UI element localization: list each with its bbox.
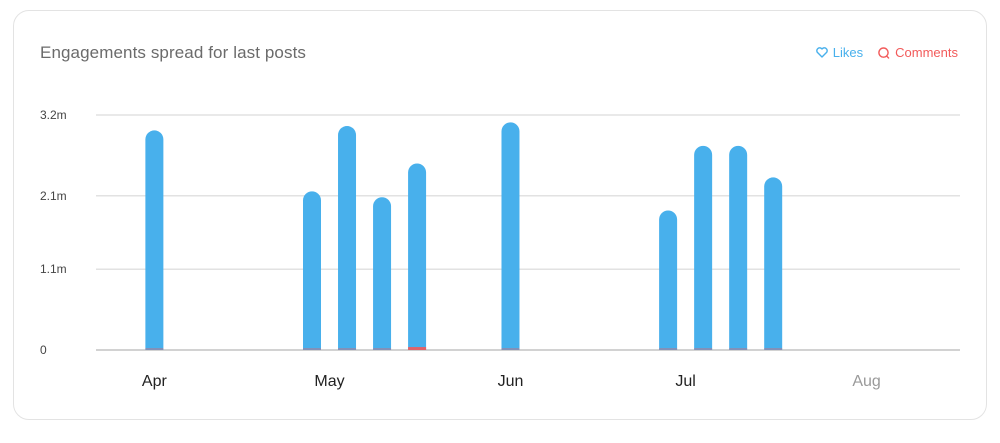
x-tick-label: Aug bbox=[852, 373, 880, 390]
y-tick-label: 3.2m bbox=[40, 108, 67, 122]
bar-likes[interactable] bbox=[338, 126, 357, 351]
bar-likes[interactable] bbox=[408, 163, 427, 350]
bar-likes[interactable] bbox=[373, 197, 392, 350]
bar-likes[interactable] bbox=[145, 130, 164, 350]
chart-title: Engagements spread for last posts bbox=[40, 43, 307, 62]
bars bbox=[145, 122, 783, 351]
chart-legend: Likes Comments bbox=[815, 45, 958, 60]
bar-comments[interactable] bbox=[338, 348, 357, 350]
y-tick-label: 0 bbox=[40, 343, 47, 357]
bar-comments[interactable] bbox=[145, 348, 164, 350]
legend-item-comments[interactable]: Comments bbox=[877, 45, 958, 60]
bar-comments[interactable] bbox=[501, 348, 520, 350]
heart-icon bbox=[815, 47, 828, 58]
bar-likes[interactable] bbox=[764, 177, 783, 350]
x-tick-label: May bbox=[314, 373, 344, 390]
y-tick-label: 2.1m bbox=[40, 189, 67, 203]
legend-label-likes: Likes bbox=[832, 45, 864, 60]
x-tick-label: Jul bbox=[675, 373, 695, 390]
legend-item-likes[interactable]: Likes bbox=[815, 45, 864, 60]
bar-likes[interactable] bbox=[501, 122, 520, 350]
bar-comments[interactable] bbox=[303, 348, 321, 350]
legend-label-comments: Comments bbox=[895, 45, 958, 60]
bar-likes[interactable] bbox=[729, 145, 748, 350]
bar-comments[interactable] bbox=[729, 348, 748, 350]
grid-lines bbox=[96, 114, 960, 351]
bar-comments[interactable] bbox=[694, 348, 713, 350]
bar-comments[interactable] bbox=[659, 348, 678, 350]
bar-comments[interactable] bbox=[764, 348, 783, 350]
bar-comments[interactable] bbox=[373, 348, 392, 350]
engagement-card bbox=[13, 10, 987, 420]
bar-likes[interactable] bbox=[694, 145, 713, 350]
x-tick-label: Apr bbox=[142, 373, 168, 390]
x-tick-label: Jun bbox=[498, 373, 524, 390]
comment-icon bbox=[878, 46, 890, 59]
bar-likes[interactable] bbox=[659, 210, 678, 350]
x-axis-ticks: Apr May Jun Jul Aug bbox=[142, 373, 881, 390]
bar-comments[interactable] bbox=[408, 347, 427, 350]
y-tick-label: 1.1m bbox=[40, 262, 67, 276]
y-axis-ticks: 0 1.1m 2.1m 3.2m bbox=[40, 108, 67, 357]
bar-likes[interactable] bbox=[303, 191, 321, 350]
